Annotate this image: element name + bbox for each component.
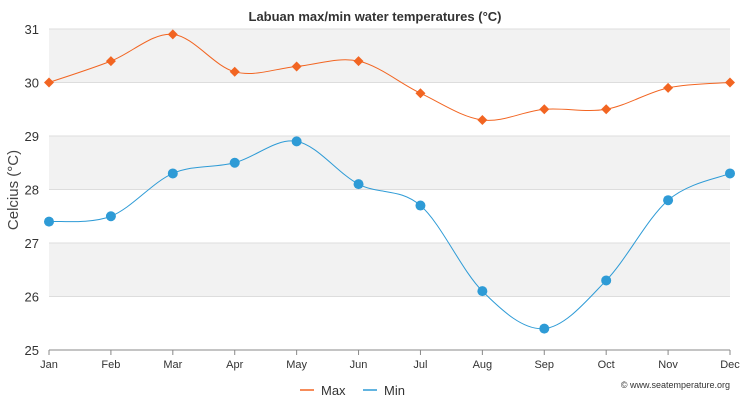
data-point-min-mar[interactable] [167,168,178,179]
y-tick-label: 26 [25,290,39,305]
legend[interactable]: Max Min [300,383,405,398]
chart-title: Labuan max/min water temperatures (°C) [249,9,502,24]
data-point-max-apr[interactable] [229,66,240,77]
plot-band [49,82,730,136]
legend-item-max[interactable]: Max [300,383,346,398]
data-point-max-feb[interactable] [105,56,116,67]
data-point-min-nov[interactable] [663,195,674,206]
data-point-max-mar[interactable] [167,29,178,40]
x-tick-label: Jul [413,359,427,371]
markers-layer [44,29,735,334]
data-point-min-oct[interactable] [601,275,612,286]
data-point-min-feb[interactable] [105,211,116,222]
plot-band [49,189,730,243]
x-tick-label: Dec [720,359,740,371]
data-point-max-oct[interactable] [601,104,612,115]
data-point-min-may[interactable] [291,136,302,147]
x-tick-label: Sep [534,359,554,371]
data-point-max-sep[interactable] [539,104,550,115]
y-axis-label: Celcius (°C) [5,150,22,230]
data-point-max-dec[interactable] [725,77,735,88]
y-tick-label: 29 [25,129,39,144]
data-point-min-apr[interactable] [229,157,240,168]
data-point-max-jan[interactable] [44,77,54,88]
x-tick-label: Apr [226,359,243,371]
y-tick-label: 25 [25,343,39,358]
plot-band [49,296,730,350]
y-tick-label: 28 [25,183,39,198]
x-tick-label: Jan [40,359,58,371]
data-point-max-jul[interactable] [415,88,426,99]
legend-min-label: Min [384,383,405,398]
data-point-max-jun[interactable] [353,56,364,67]
x-tick-label: Nov [658,359,678,371]
plot-bands [49,29,730,350]
credit-text: © www.seatemperature.org [621,380,730,390]
data-point-max-nov[interactable] [663,82,674,93]
plot-band [49,243,730,297]
data-point-max-aug[interactable] [477,114,488,125]
data-point-min-jul[interactable] [415,200,426,211]
x-tick-label: Feb [101,359,120,371]
axes: 25 26 27 28 29 30 31 Jan Feb Mar Apr May Jun Jul Aug Se… [25,22,741,371]
x-tick-label: Oct [598,359,615,371]
plot-band [49,136,730,190]
legend-max-label: Max [321,383,346,398]
x-tick-label: May [286,359,307,371]
data-point-min-sep[interactable] [539,323,550,334]
y-tick-label: 31 [25,22,39,37]
data-point-min-jan[interactable] [44,216,54,227]
x-tick-label: Jun [350,359,368,371]
data-point-min-aug[interactable] [477,286,488,297]
legend-item-min[interactable]: Min [363,383,405,398]
x-tick-label: Aug [473,359,493,371]
data-point-min-dec[interactable] [725,168,735,179]
data-point-min-jun[interactable] [353,179,364,190]
data-point-max-may[interactable] [291,61,302,72]
x-tick-label: Mar [163,359,182,371]
plot-band [49,29,730,83]
y-tick-label: 27 [25,236,39,251]
y-tick-label: 30 [25,76,39,91]
